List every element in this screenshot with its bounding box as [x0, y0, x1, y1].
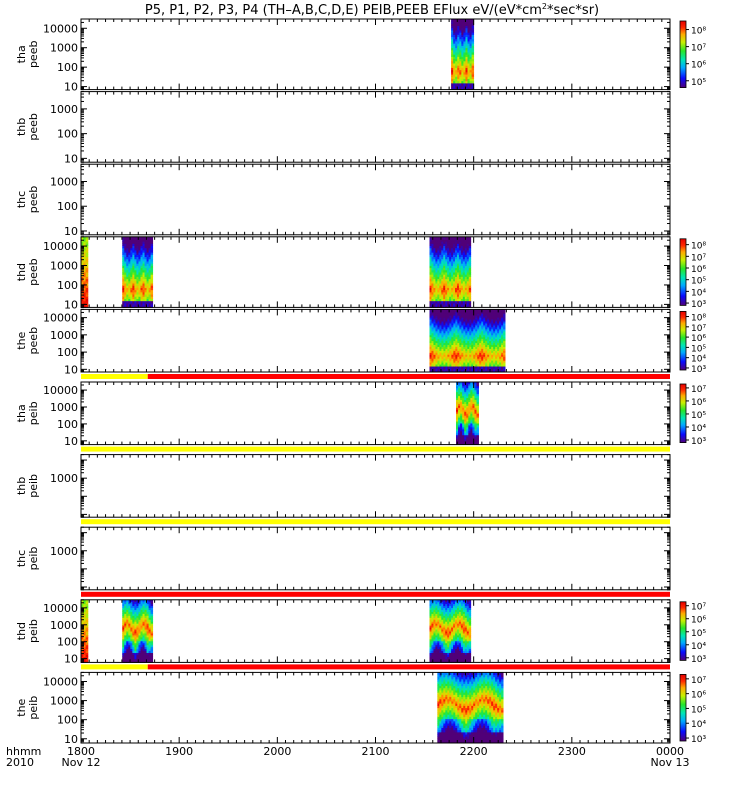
panel-frame-thb-peib: [81, 455, 670, 518]
y-tick-label: 1000: [50, 545, 78, 558]
y-tick-label: 10: [64, 298, 78, 311]
spectrogram-block-thd-peeb-2: [429, 237, 471, 308]
colorbar-tick-label: 10⁵: [691, 411, 706, 421]
y-tick-label: 10000: [43, 240, 78, 253]
colorbar-tick-label: 10⁶: [691, 334, 706, 344]
y-axis-label-product: peib: [27, 547, 40, 571]
colorbar-tick-label: 10⁸: [691, 27, 706, 37]
y-tick-label: 100: [57, 418, 78, 431]
panel-frame-thc-peib: [81, 527, 670, 590]
colorbar-tick-label: 10⁵: [691, 78, 706, 88]
colorbar-thd-peeb: [680, 239, 686, 306]
colorbar-tick-label: 10⁷: [691, 253, 706, 263]
y-tick-label: 1000: [50, 175, 78, 188]
y-tick-label: 10000: [43, 22, 78, 35]
colorbar-tick-label: 10⁴: [691, 288, 706, 298]
plot-title-end: *sec*sr): [547, 3, 599, 18]
colorbar-tick-label: 10⁵: [691, 277, 706, 287]
colorbar-tick-label: 10⁶: [691, 61, 706, 71]
y-tick-label: 100: [57, 279, 78, 292]
colorbar-tick-label: 10⁷: [691, 44, 706, 54]
panel-frame-thb-peeb: [81, 92, 670, 163]
y-tick-label: 10: [64, 81, 78, 94]
panel-frame-thd-peeb: [81, 237, 670, 308]
flag-bar-segment: [81, 447, 670, 452]
colorbar-tick-label: 10⁶: [691, 398, 706, 408]
y-tick-label: 10000: [43, 384, 78, 397]
colorbar-the-peeb: [680, 311, 686, 370]
colorbar-tick-label: 10⁸: [691, 242, 706, 252]
flag-bar-segment: [81, 374, 148, 379]
y-axis-label-product: peeb: [27, 258, 40, 286]
flag-bar-segment: [148, 374, 670, 379]
y-tick-label: 1000: [50, 472, 78, 485]
y-axis-label-product: peeb: [27, 113, 40, 141]
spectrogram-block-tha-peib-0: [456, 382, 479, 445]
colorbar-tick-label: 10³: [691, 365, 706, 375]
colorbar-tick-label: 10⁶: [691, 265, 706, 275]
y-tick-label: 10: [64, 152, 78, 165]
colorbar-tick-label: 10³: [691, 300, 706, 310]
y-tick-label: 1000: [50, 401, 78, 414]
y-axis-label-product: peeb: [27, 41, 40, 69]
spectrogram-block-the-peeb-0: [429, 309, 505, 372]
spectrogram-block-tha-peeb-0: [451, 19, 474, 90]
panel-frame-the-peeb: [81, 309, 670, 372]
y-tick-label: 100: [57, 346, 78, 359]
y-tick-label: 10: [64, 435, 78, 448]
plot-title-main: P5, P1, P2, P3, P4 (TH–A,B,C,D,E) PEIB,P…: [145, 3, 542, 18]
y-tick-label: 10000: [43, 312, 78, 325]
colorbar-tick-label: 10⁷: [691, 324, 706, 334]
colorbar-tick-label: 10⁴: [691, 355, 706, 365]
colorbar-tha-peib: [680, 384, 686, 443]
y-tick-label: 100: [57, 61, 78, 74]
y-tick-label: 100: [57, 128, 78, 141]
y-tick-label: 1000: [50, 103, 78, 116]
y-tick-label: 10: [64, 363, 78, 376]
y-tick-label: 1000: [50, 329, 78, 342]
y-axis-label-product: peeb: [27, 186, 40, 214]
colorbar-tick-label: 10⁵: [691, 344, 706, 354]
y-axis-label-product: peeb: [27, 327, 40, 355]
spectrogram-block-thd-peeb-1: [122, 237, 153, 308]
colorbar-tick-label: 10⁷: [691, 385, 706, 395]
colorbar-tick-label: 10³: [691, 437, 706, 447]
panel-frame-tha-peeb: [81, 19, 670, 90]
y-tick-label: 10: [64, 225, 78, 238]
y-tick-label: 1000: [50, 260, 78, 273]
panel-frame-thc-peeb: [81, 164, 670, 235]
y-tick-label: 1000: [50, 42, 78, 55]
colorbar-tick-label: 10⁴: [691, 424, 706, 434]
y-axis-label-product: peib: [27, 474, 40, 498]
y-tick-label: 100: [57, 200, 78, 213]
y-axis-label-product: peib: [27, 401, 40, 425]
colorbar-tha-peeb: [680, 21, 686, 88]
plot-title: P5, P1, P2, P3, P4 (TH–A,B,C,D,E) PEIB,P…: [145, 2, 599, 18]
flag-bar-segment: [81, 519, 670, 524]
colorbar-tick-label: 10⁸: [691, 314, 706, 324]
panel-frame-tha-peib: [81, 382, 670, 445]
flag-bar-segment: [81, 592, 670, 597]
